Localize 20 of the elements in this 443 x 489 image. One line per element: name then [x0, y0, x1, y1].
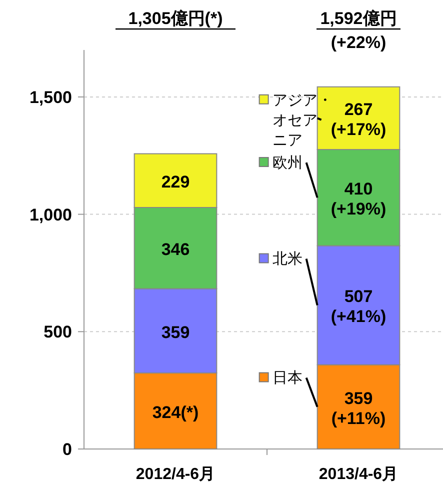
data-label: 507 (+41%) [330, 287, 386, 326]
data-label: 229 [161, 172, 190, 192]
data-label: 359 (+11%) [331, 388, 386, 428]
annotation: 1,592億円 (+22%) [320, 9, 397, 52]
y-tick-label: 1,000 [29, 205, 72, 224]
legend-label: 日本 [272, 370, 302, 387]
legend-label: アジア・オセアニア [272, 92, 332, 149]
legend-label: 北米 [272, 250, 302, 268]
text: 1,305億円(*) [128, 9, 223, 28]
data-label: 410 (+19%) [330, 180, 386, 219]
legend-label: 欧州 [272, 154, 302, 172]
data-label: 324(*) [152, 402, 199, 422]
data-label: 267 (+17%) [330, 100, 386, 140]
x-tick-label: 2013/4-6月 [318, 466, 398, 483]
data-label: 359 [161, 322, 190, 342]
x-tick-label: 2012/4-6月 [136, 466, 216, 483]
y-tick-label: 0 [62, 440, 72, 459]
data-label: 346 [161, 240, 190, 260]
y-tick-label: 500 [44, 322, 72, 342]
y-tick-label: 1,500 [29, 88, 72, 107]
